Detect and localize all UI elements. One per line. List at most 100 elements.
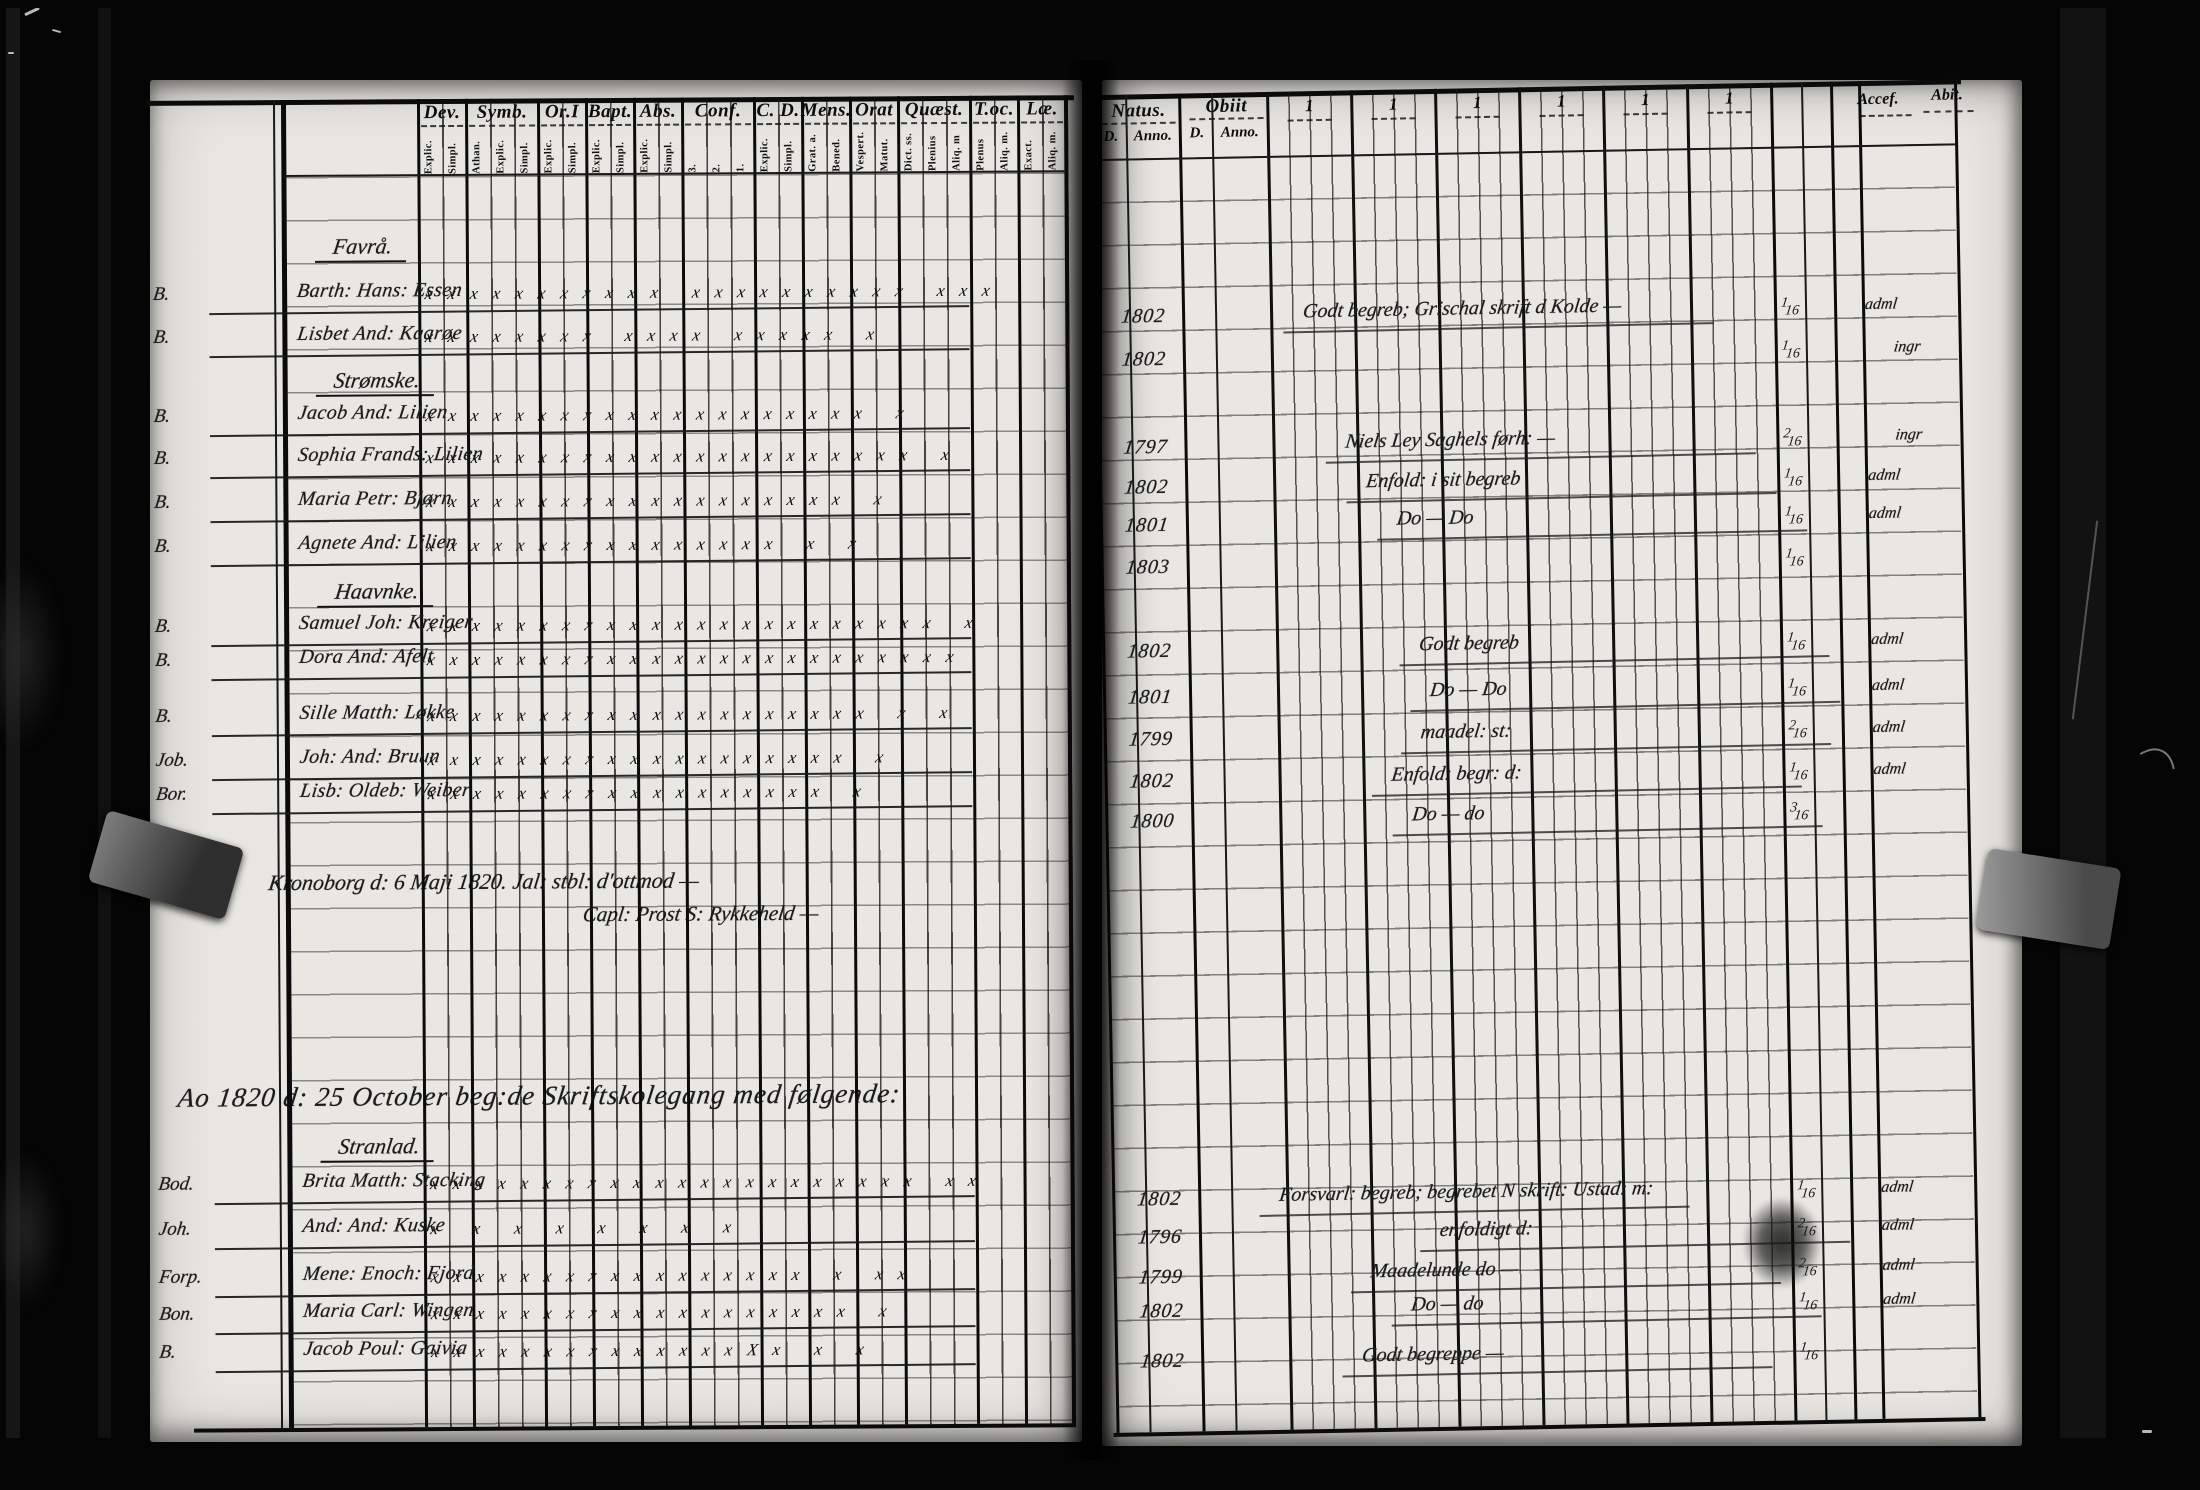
margin-streak bbox=[2060, 0, 2106, 1490]
column-subheader-label: 3. bbox=[687, 163, 699, 173]
section-heading: Favrå. bbox=[314, 233, 411, 263]
dust-speck bbox=[8, 52, 14, 54]
row-fraction: 116 bbox=[1780, 338, 1801, 362]
group-numeral-header: 1 bbox=[1640, 89, 1650, 110]
obiit-day-subheader: D. bbox=[1189, 125, 1205, 142]
row-status: adml bbox=[1881, 1256, 1916, 1274]
row-remark: Niels Ley Saghels førh: — bbox=[1344, 426, 1557, 453]
natus-anno-value: 1802 bbox=[1122, 475, 1170, 499]
dust-speck bbox=[2142, 1430, 2152, 1433]
column-header-dash bbox=[589, 123, 632, 127]
column-subheader-label: Dict. ss. bbox=[903, 132, 915, 172]
column-subheader-label: Simpl. bbox=[615, 141, 627, 173]
group-numeral-header: 1 bbox=[1388, 94, 1398, 114]
row-fraction: 116 bbox=[1787, 676, 1807, 700]
column-subheader-label: Simpl. bbox=[783, 140, 795, 172]
row-margin-annotation: B. bbox=[152, 326, 172, 348]
row-name: Joh: And: Bruun bbox=[298, 745, 442, 768]
column-subheader-label: Explic. bbox=[759, 138, 771, 173]
column-subheader-label: Explic. bbox=[543, 139, 555, 174]
row-fraction: 116 bbox=[1798, 1290, 1819, 1314]
row-margin-annotation: B. bbox=[153, 491, 173, 513]
row-marks: xxxxxxxxxxxxxxxxxxxxxx xx bbox=[429, 1170, 993, 1194]
row-status: ingr bbox=[1894, 425, 1924, 444]
row-marks: xxxxxxxxxxxxxxxx x x bbox=[425, 533, 873, 556]
column-subheader-label: 1. bbox=[735, 163, 747, 173]
column-header-dash bbox=[901, 121, 968, 125]
margin-blotch bbox=[0, 1150, 60, 1310]
column-header-label: Quæst. bbox=[904, 98, 964, 121]
column-header-dash bbox=[541, 124, 584, 127]
column-subheader-label: Exact. bbox=[1023, 139, 1035, 171]
section-heading: Stranlad. bbox=[320, 1133, 438, 1163]
row-fraction: 216 bbox=[1782, 426, 1803, 450]
row-fraction: 116 bbox=[1786, 630, 1807, 654]
group-numeral-header: 1 bbox=[1556, 91, 1566, 111]
column-subheader-label: Explic. bbox=[639, 138, 651, 173]
row-fraction: 216 bbox=[1797, 1216, 1817, 1240]
row-marks: xxxxxxxxxxxxxxxxxxx x bbox=[426, 747, 900, 770]
group-numeral-header: 1 bbox=[1472, 93, 1482, 113]
column-header-dash bbox=[469, 124, 536, 127]
row-marks: xxxxxxxxxxxxxxxxx x xx bbox=[429, 1264, 923, 1287]
row-remark: Do — Do bbox=[1395, 506, 1475, 530]
column-subheader-label: Plenus bbox=[975, 138, 987, 171]
row-margin-annotation: B. bbox=[151, 283, 171, 305]
column-subheader-label: Matut. bbox=[879, 138, 891, 172]
column-header-dash bbox=[421, 124, 464, 128]
natus-anno-value: 1801 bbox=[1126, 685, 1174, 709]
row-status: adml bbox=[1880, 1178, 1915, 1196]
margin-streak bbox=[98, 0, 111, 1490]
row-status: adml bbox=[1871, 676, 1906, 694]
obiit-anno-subheader: Anno. bbox=[1220, 124, 1259, 141]
row-marks: xxxxxxxxxxxxxxxxxxx x bbox=[424, 489, 899, 512]
top-black-strip bbox=[0, 0, 2200, 8]
row-marks: xxxxxxxx xxxx xxxxx x bbox=[423, 324, 891, 347]
row-marks: xxxxxxxxxxxxxxxxxxxx x x bbox=[426, 702, 964, 726]
row-marks: xxxxxxxxxxxxxxxxxxxx x bbox=[424, 403, 921, 426]
row-fraction: 116 bbox=[1788, 760, 1809, 784]
column-header-dash bbox=[1021, 121, 1064, 124]
row-marks: xxxxxxxxxxxxxxxxxx x bbox=[426, 781, 878, 804]
row-remark: Do — Do bbox=[1428, 677, 1509, 702]
row-remark: Do — do bbox=[1410, 1292, 1485, 1316]
left-black-margin bbox=[0, 0, 152, 1490]
left-page: Kronoborg d: 6 Maji 1820. Jal: stbl: d'o… bbox=[145, 80, 1082, 1442]
column-subheader-label: Explic. bbox=[495, 139, 507, 174]
column-subheader-label: Explic. bbox=[423, 140, 435, 175]
row-status: adml bbox=[1872, 760, 1907, 778]
row-margin-annotation: Joh. bbox=[157, 1218, 193, 1240]
row-margin-annotation: B. bbox=[154, 649, 174, 671]
row-status: adml bbox=[1880, 1216, 1916, 1234]
column-header-label: Conf. bbox=[694, 100, 742, 122]
row-fraction: 116 bbox=[1784, 546, 1805, 570]
row-margin-annotation: Bod. bbox=[157, 1173, 196, 1195]
column-header-dash bbox=[757, 122, 800, 126]
natus-anno-value: 1800 bbox=[1129, 809, 1176, 833]
row-marks: xxxxxxxxxxxxxxxxxxxxxx x bbox=[424, 444, 966, 468]
right-page-table: Natus. Obiit D. Anno. D. Anno. Accef. Ab… bbox=[1089, 64, 2034, 1447]
natus-anno-value: 1802 bbox=[1136, 1187, 1183, 1211]
natus-anno-value: 1796 bbox=[1136, 1225, 1184, 1249]
group-numeral-header: 1 bbox=[1304, 96, 1314, 116]
row-margin-annotation: B. bbox=[158, 1341, 178, 1363]
row-status: adml bbox=[1871, 718, 1906, 736]
row-remark: Maadelunde do — bbox=[1369, 1257, 1520, 1283]
column-header-dash bbox=[805, 122, 848, 125]
natus-anno-value: 1802 bbox=[1138, 1299, 1185, 1323]
row-status: ingr bbox=[1892, 338, 1922, 356]
header-dash bbox=[1923, 110, 1974, 113]
natus-anno-value: 1802 bbox=[1128, 769, 1176, 793]
book-gutter-shadow bbox=[1062, 60, 1120, 1460]
row-fraction: 216 bbox=[1787, 718, 1808, 742]
row-status: adml bbox=[1882, 1290, 1917, 1308]
column-subheader-label: Aliq. m. bbox=[999, 131, 1011, 171]
row-name: And: And: Kuske bbox=[301, 1214, 447, 1237]
left-page-table: Kronoborg d: 6 Maji 1820. Jal: stbl: d'o… bbox=[145, 77, 1086, 1445]
header-dash bbox=[1859, 114, 1912, 118]
natus-anno-subheader: Anno. bbox=[1133, 127, 1172, 145]
margin-blotch bbox=[0, 560, 60, 750]
header-dash bbox=[1189, 117, 1264, 121]
section-heading: Haavnke. bbox=[317, 578, 437, 608]
